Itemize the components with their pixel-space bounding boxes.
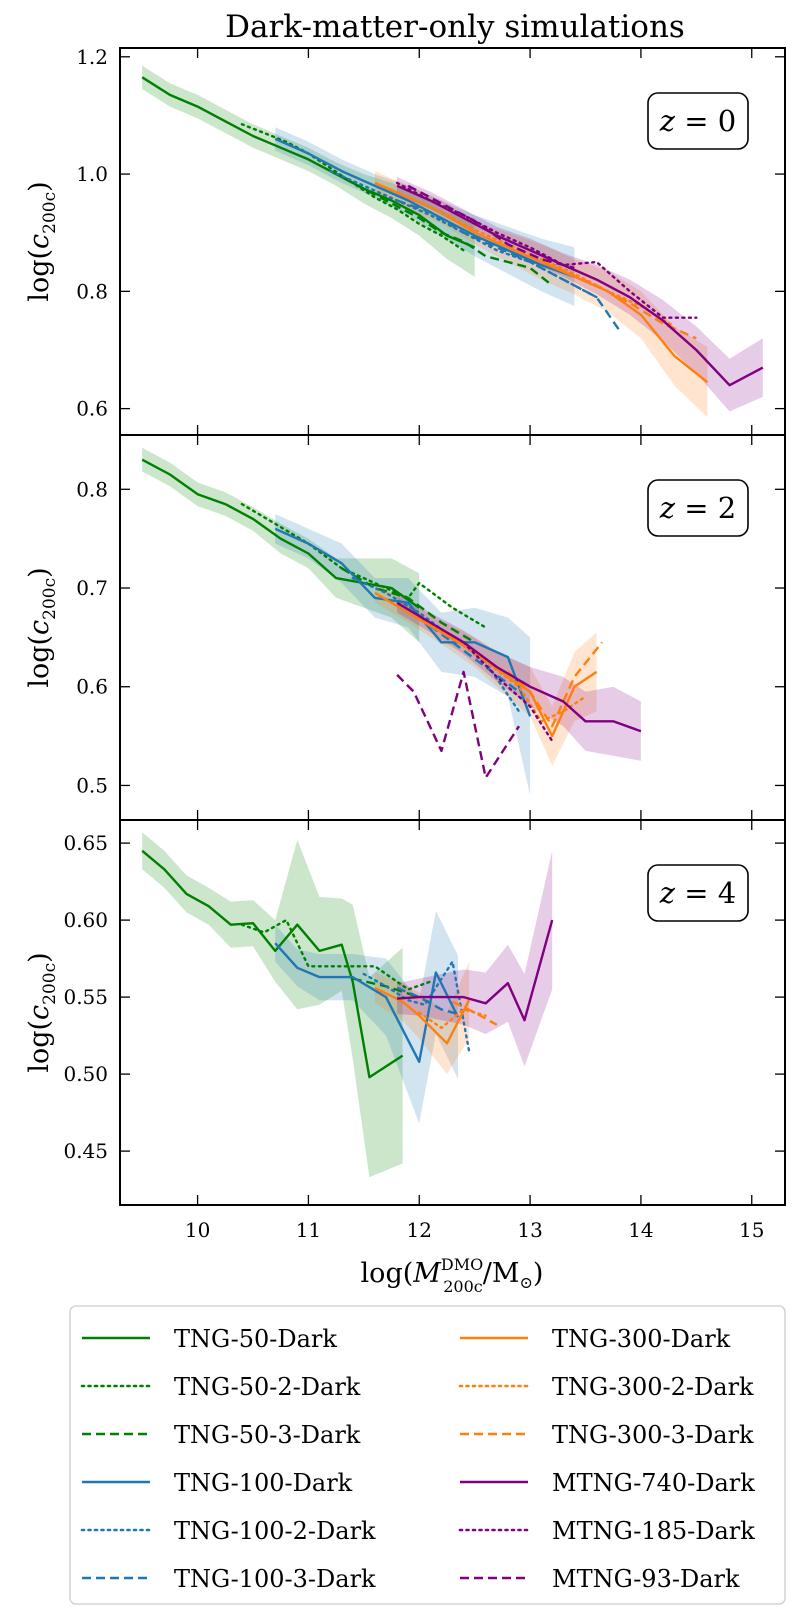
- x-tick-label: 11: [296, 1218, 321, 1242]
- band-tng-300-dark: [374, 171, 708, 418]
- x-axis-label: log(MDMO 200c/M⊙): [361, 1255, 544, 1296]
- axes-frame: [119, 819, 786, 1206]
- series-line-mtng-93-dark: [396, 670, 521, 779]
- x-tick-label: 12: [407, 1218, 432, 1242]
- legend-label: TNG-300-2-Dark: [552, 1373, 754, 1401]
- redshift-label: z = 0: [659, 104, 736, 138]
- y-tick-label: 0.60: [63, 908, 108, 932]
- y-tick-label: 0.45: [63, 1139, 108, 1163]
- series-line-tng-50-dark: [141, 849, 404, 1079]
- series-line-tng-300-2-dark: [418, 1008, 487, 1030]
- legend-label: TNG-300-3-Dark: [552, 1421, 754, 1449]
- series-line-tng-50-3-dark: [341, 567, 476, 644]
- x-tick-label: 15: [739, 1218, 764, 1242]
- band-tng-100-dark: [275, 910, 458, 1124]
- series-line-mtng-740-dark: [397, 919, 554, 1022]
- y-tick-label: 0.6: [76, 397, 108, 421]
- legend-label: MTNG-185-Dark: [552, 1517, 755, 1545]
- series-line-tng-50-dark: [141, 458, 420, 609]
- series-line-tng-100-dark: [274, 942, 460, 1064]
- series-line-tng-300-2-dark: [418, 616, 587, 723]
- series-line-tng-100-3-dark: [396, 199, 620, 331]
- x-axis-label-text: log(MDMO 200c/M⊙): [361, 1255, 544, 1296]
- legend-label: TNG-100-3-Dark: [174, 1565, 376, 1593]
- y-tick-label: 1.0: [76, 162, 108, 186]
- band-tng-100-dark: [275, 127, 575, 306]
- series-line-tng-100-dark: [274, 527, 532, 717]
- series-line-tng-50-3-dark: [330, 170, 553, 287]
- series-line-tng-50-2-dark: [240, 918, 432, 991]
- legend-label: TNG-50-3-Dark: [174, 1421, 361, 1449]
- legend: TNG-50-Dark TNG-50-2-Dark TNG-50-3-Dark TNG…: [69, 1305, 786, 1605]
- series-line-tng-50-2-dark: [240, 502, 487, 629]
- redshift-label: z = 2: [659, 491, 736, 525]
- y-tick-label: 0.50: [63, 1062, 108, 1086]
- redshift-label: z = 4: [659, 876, 736, 910]
- y-axis-label: log(c200c): [24, 181, 60, 301]
- y-tick-label: 0.55: [63, 985, 108, 1009]
- panel-0: 0.6 0.8 1.0 1.2 log(c200c) z = 0: [24, 45, 786, 436]
- y-tick-label: 0.5: [76, 773, 108, 797]
- series-line-tng-300-3-dark: [507, 641, 604, 728]
- band-tng-50-dark: [142, 447, 420, 643]
- plot-area: [141, 447, 642, 796]
- band-tng-50-dark: [142, 832, 403, 1178]
- panels: 0.6 0.8 1.0 1.2 log(c200c) z = 0 0.5 0.6 0.7 0.8 l…: [24, 45, 786, 1242]
- legend-frame: [69, 1305, 786, 1605]
- y-axis-label: log(c200c): [24, 567, 60, 687]
- y-tick-label: 0.6: [76, 675, 108, 699]
- series-line-tng-50-2-dark: [240, 122, 465, 252]
- series-line-mtng-185-dark: [462, 641, 554, 743]
- band-tng-50-dark: [142, 65, 475, 277]
- redshift-box: [647, 864, 749, 922]
- band-mtng-740-dark: [397, 592, 641, 761]
- series-line-mtng-740-dark: [396, 601, 642, 733]
- series-line-tng-300-2-dark: [440, 210, 676, 328]
- legend-label: TNG-300-Dark: [552, 1325, 731, 1353]
- redshift-box: [647, 479, 749, 537]
- series-line-tng-50-dark: [141, 76, 476, 249]
- series-line-mtng-740-dark: [396, 184, 764, 387]
- redshift-box: [647, 92, 749, 150]
- legend-label: TNG-100-Dark: [174, 1469, 353, 1497]
- y-tick-label: 0.65: [63, 831, 108, 855]
- plot-area: [141, 832, 554, 1178]
- series-line-tng-300-3-dark: [451, 1000, 498, 1026]
- legend-label: TNG-50-Dark: [174, 1325, 337, 1353]
- panel-2: 0.45 0.50 0.55 0.60 0.65 log(c200c) z = 4: [24, 819, 786, 1206]
- series-line-tng-300-dark: [374, 986, 471, 1045]
- y-tick-label: 0.8: [76, 279, 108, 303]
- panel-1: 0.5 0.6 0.7 0.8 log(c200c) z = 2: [24, 434, 786, 821]
- legend-label: MTNG-93-Dark: [552, 1565, 740, 1593]
- x-tick-label: 10: [185, 1218, 210, 1242]
- legend-label: TNG-100-2-Dark: [174, 1517, 376, 1545]
- legend-label: TNG-50-2-Dark: [174, 1373, 361, 1401]
- y-axis-label: log(c200c): [24, 952, 60, 1072]
- x-tick-label: 13: [517, 1218, 542, 1242]
- series-line-tng-100-3-dark: [396, 986, 464, 1017]
- x-tick-label: 14: [628, 1218, 653, 1242]
- plot-area: [141, 65, 764, 418]
- legend-label: MTNG-740-Dark: [552, 1469, 755, 1497]
- series-line-tng-300-dark: [374, 181, 709, 384]
- series-line-tng-100-2-dark: [362, 960, 471, 1053]
- y-tick-label: 1.2: [76, 45, 108, 69]
- y-tick-label: 0.8: [76, 477, 108, 501]
- chart-title: Dark-matter-only simulations: [225, 9, 685, 45]
- series-line-tng-100-2-dark: [329, 169, 598, 299]
- series-line-tng-300-dark: [374, 591, 598, 738]
- series-line-mtng-93-dark: [407, 184, 575, 270]
- band-mtng-740-dark: [397, 850, 553, 1067]
- y-tick-label: 0.7: [76, 576, 108, 600]
